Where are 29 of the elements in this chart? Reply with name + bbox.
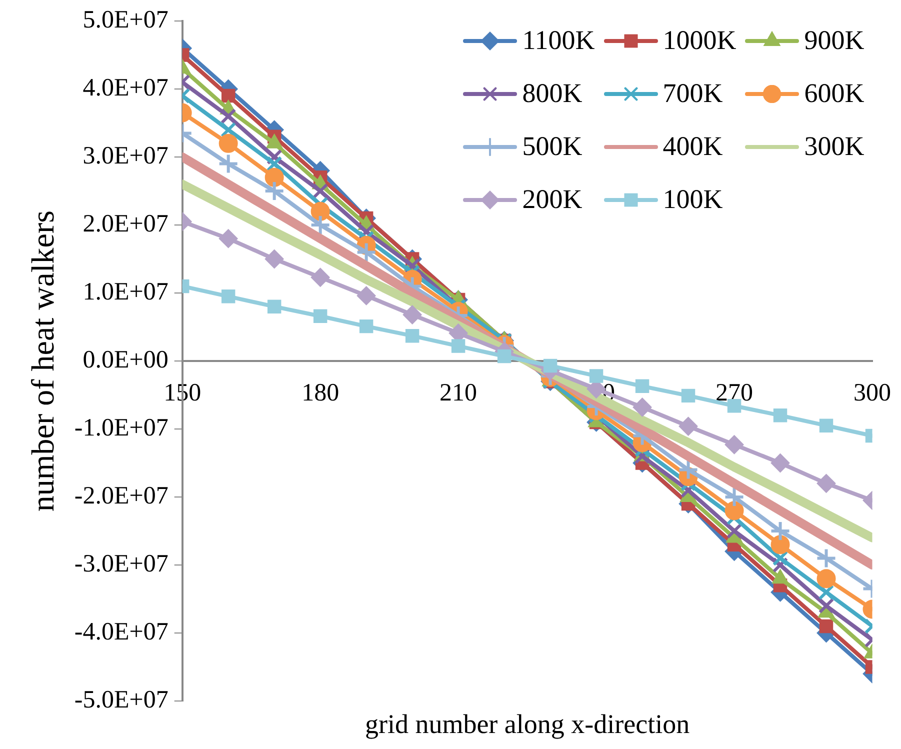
y-tick-label: -2.0E+07: [74, 482, 168, 510]
x-tick-label: 300: [854, 380, 891, 407]
legend-label: 700K: [662, 78, 723, 109]
x-tick-label: 180: [302, 380, 340, 407]
y-tick-label: 5.0E+07: [82, 6, 168, 34]
legend-label: 900K: [804, 25, 864, 56]
legend-label: 500K: [522, 131, 582, 162]
y-tick-label: 2.0E+07: [82, 210, 168, 238]
y-tick-label: -1.0E+07: [74, 414, 168, 442]
legend-label: 200K: [522, 184, 582, 215]
x-tick-label: 210: [440, 380, 478, 407]
y-axis-title: number of heat walkers: [24, 210, 61, 512]
legend-label: 800K: [522, 78, 582, 109]
x-tick-label: 150: [164, 380, 202, 407]
y-tick-label: 0.0E+00: [82, 346, 168, 374]
legend-label: 100K: [662, 184, 723, 215]
x-tick-label: 270: [716, 380, 754, 407]
y-tick-label: -5.0E+07: [74, 686, 168, 714]
legend-label: 600K: [804, 78, 864, 109]
legend-label: 400K: [662, 131, 723, 162]
y-tick-label: 1.0E+07: [82, 278, 168, 306]
y-tick-label: -3.0E+07: [74, 550, 168, 578]
y-tick-label: -4.0E+07: [74, 618, 168, 646]
y-tick-label: 4.0E+07: [82, 74, 168, 102]
x-axis-title: grid number along x-direction: [364, 709, 691, 740]
legend-label: 300K: [804, 131, 864, 162]
legend-label: 1100K: [522, 25, 595, 56]
legend-label: 1000K: [662, 25, 736, 56]
y-tick-label: 3.0E+07: [82, 142, 168, 170]
